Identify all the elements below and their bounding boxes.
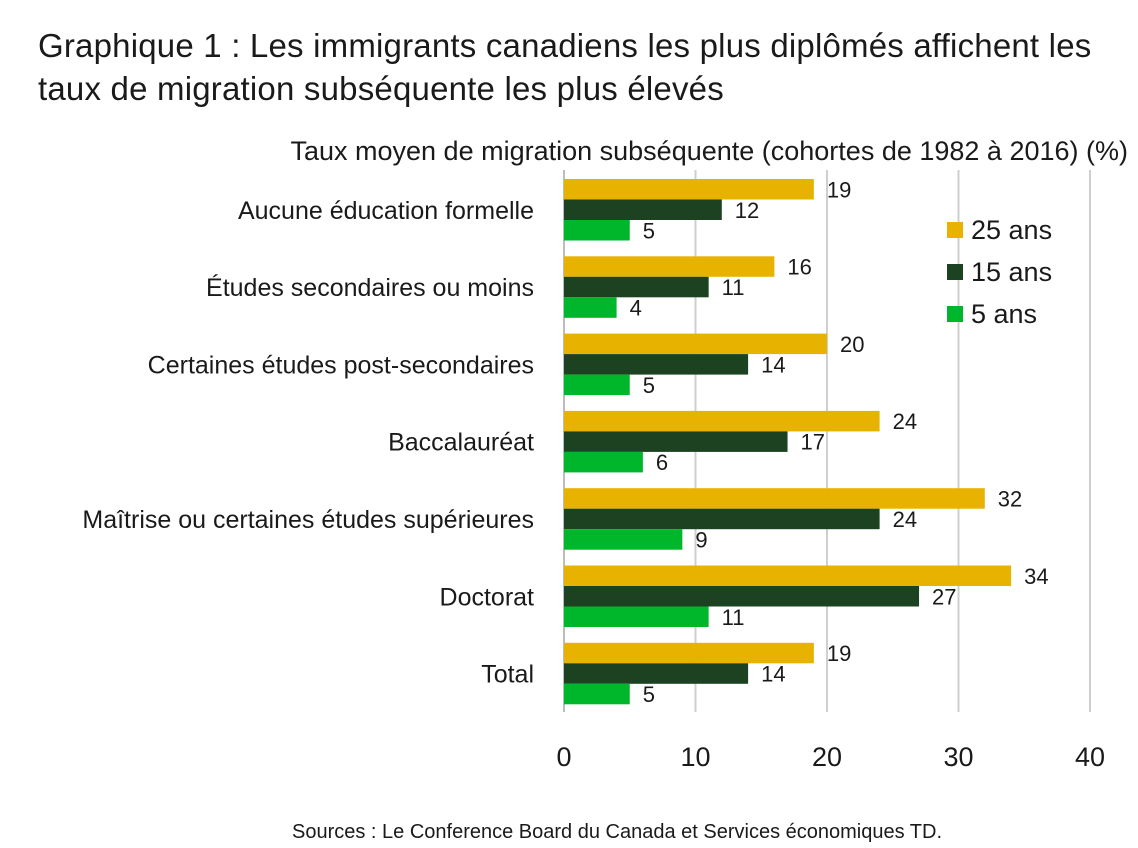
data-label: 17 — [801, 430, 825, 455]
data-label: 20 — [840, 332, 864, 357]
x-tick-label: 10 — [680, 742, 710, 772]
data-label: 24 — [893, 507, 917, 532]
x-tick-label: 20 — [812, 742, 842, 772]
legend: 25 ans 15 ans 5 ans — [947, 215, 1052, 329]
bar — [564, 606, 709, 627]
bar — [564, 508, 880, 530]
data-labels: 19 12 5 16 11 4 20 14 5 24 17 6 32 24 9 34 27 11 19 14 5 — [630, 177, 1049, 707]
bar — [564, 431, 788, 452]
category-label: Doctorat — [440, 583, 535, 611]
bar — [564, 333, 827, 355]
data-label: 9 — [695, 527, 707, 552]
legend-label: 15 ans — [971, 257, 1052, 287]
bar — [564, 529, 683, 550]
data-label: 27 — [932, 584, 956, 609]
x-tick-label: 40 — [1075, 742, 1105, 772]
category-label: Aucune éducation formelle — [238, 197, 534, 225]
data-label: 11 — [722, 275, 745, 300]
legend-swatch — [947, 222, 963, 238]
category-label: Total — [481, 661, 534, 689]
x-tick-label: 0 — [556, 742, 571, 772]
bars — [564, 179, 1012, 705]
data-label: 14 — [761, 352, 785, 377]
data-label: 4 — [630, 296, 642, 321]
x-tick-label: 30 — [943, 742, 973, 772]
x-axis-ticks: 0 10 20 30 40 — [556, 742, 1105, 772]
data-label: 6 — [656, 450, 668, 475]
bar — [564, 256, 775, 277]
bar — [564, 374, 630, 396]
bar — [564, 586, 920, 607]
bar — [564, 354, 749, 375]
data-label: 32 — [998, 486, 1022, 511]
bar — [564, 565, 1012, 586]
data-label: 34 — [1024, 564, 1048, 589]
bar — [564, 683, 630, 705]
bar — [564, 451, 643, 473]
bar — [564, 663, 749, 684]
data-label: 24 — [893, 409, 917, 434]
bar — [564, 410, 880, 432]
data-label: 12 — [735, 198, 759, 223]
legend-swatch — [947, 264, 963, 280]
bar — [564, 220, 630, 241]
chart-subtitle: Taux moyen de migration subséquente (coh… — [290, 136, 1128, 166]
bar — [564, 179, 814, 200]
bar — [564, 276, 709, 298]
bar — [564, 488, 985, 509]
bar — [564, 199, 722, 220]
data-label: 19 — [827, 177, 851, 202]
data-label: 14 — [761, 662, 785, 687]
category-labels: Aucune éducation formelle Études secondai… — [82, 197, 534, 689]
legend-label: 25 ans — [971, 215, 1052, 245]
sources-note: Sources : Le Conference Board du Canada … — [292, 821, 942, 843]
category-label: Certaines études post-secondaires — [148, 351, 534, 379]
data-label: 19 — [827, 641, 851, 666]
data-label: 11 — [722, 605, 745, 630]
data-label: 16 — [787, 255, 811, 280]
legend-swatch — [947, 306, 963, 322]
bar — [564, 642, 814, 664]
data-label: 5 — [643, 682, 655, 707]
chart-title: Graphique 1 : Les immigrants canadiens l… — [38, 27, 1092, 107]
data-label: 5 — [643, 218, 655, 243]
legend-label: 5 ans — [971, 299, 1037, 329]
data-label: 5 — [643, 373, 655, 398]
category-label: Baccalauréat — [388, 429, 534, 457]
category-label: Études secondaires ou moins — [206, 273, 534, 302]
bar — [564, 297, 617, 318]
category-label: Maîtrise ou certaines études supérieures — [82, 506, 534, 534]
